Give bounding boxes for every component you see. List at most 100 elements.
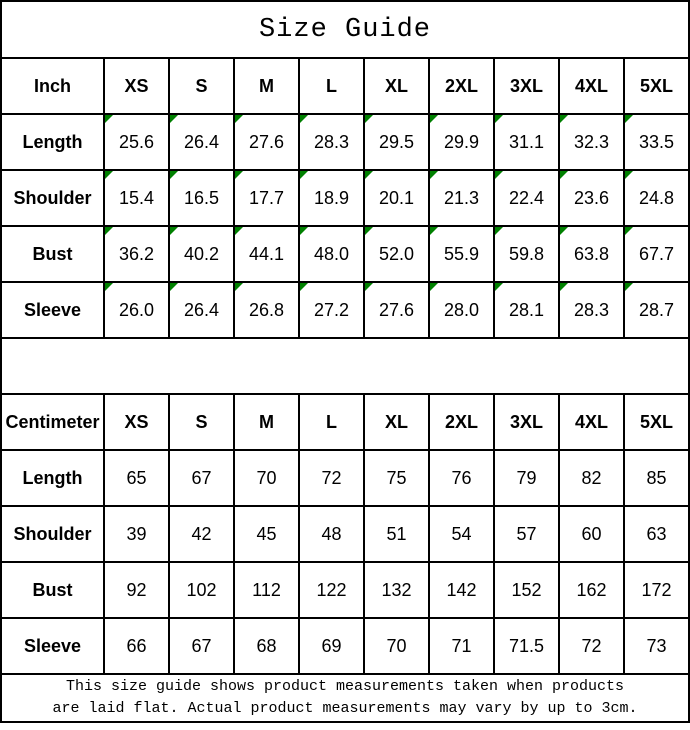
measurement-row: Sleeve 66 67 68 69 70 71 71.5 72 73 <box>2 617 688 673</box>
measurement-value-text: 60 <box>581 523 602 544</box>
measurement-value-text: 48 <box>321 523 342 544</box>
measurement-value-text: 54 <box>451 523 472 544</box>
measurement-value-text: 21.3 <box>443 187 480 208</box>
measurement-value-text: 102 <box>186 579 217 600</box>
green-corner-flag-icon <box>495 171 503 179</box>
size-header-text: 3XL <box>509 75 543 96</box>
measurement-value-text: 18.9 <box>313 187 350 208</box>
measurement-value: 66 <box>103 619 168 673</box>
measurement-value-text: 57 <box>516 523 537 544</box>
green-corner-flag-icon <box>495 283 503 291</box>
measurement-row: Shoulder 39 42 45 48 51 54 57 60 63 <box>2 505 688 561</box>
size-header: 3XL <box>493 59 558 113</box>
measurement-row: Bust 36.2 40.2 44.1 48.0 52.0 55.9 59.8 63.8 67.7 <box>2 225 688 281</box>
green-corner-flag-icon <box>560 227 568 235</box>
size-header-text: XS <box>124 411 149 432</box>
green-corner-flag-icon <box>495 115 503 123</box>
inch-table: Inch XS S M L XL 2XL 3XL 4XL 5XL Length 25.6 26.4 27.… <box>2 57 688 337</box>
measurement-value-text: 24.8 <box>638 187 675 208</box>
green-corner-flag-icon <box>625 115 633 123</box>
size-header-row: Inch XS S M L XL 2XL 3XL 4XL 5XL <box>2 57 688 113</box>
measurement-value-text: 152 <box>511 579 542 600</box>
row-label: Bust <box>2 563 103 617</box>
measurement-value-text: 26.4 <box>183 131 220 152</box>
measurement-value: 152 <box>493 563 558 617</box>
measurement-value-text: 16.5 <box>183 187 220 208</box>
row-label: Bust <box>2 227 103 281</box>
row-label: Sleeve <box>2 283 103 337</box>
measurement-value: 73 <box>623 619 688 673</box>
measurement-row: Bust 92 102 112 122 132 142 152 162 172 <box>2 561 688 617</box>
size-header-text: XL <box>384 75 408 96</box>
measurement-value: 85 <box>623 451 688 505</box>
size-header-text: L <box>326 411 337 432</box>
size-header: XS <box>103 395 168 449</box>
measurement-value-text: 23.6 <box>573 187 610 208</box>
measurement-value: 60 <box>558 507 623 561</box>
measurement-value: 162 <box>558 563 623 617</box>
measurement-value: 29.5 <box>363 115 428 169</box>
measurement-value-text: 22.4 <box>508 187 545 208</box>
green-corner-flag-icon <box>105 227 113 235</box>
size-header-text: L <box>326 75 337 96</box>
measurement-value: 42 <box>168 507 233 561</box>
measurement-value: 52.0 <box>363 227 428 281</box>
size-header-text: 5XL <box>639 75 673 96</box>
size-header: L <box>298 395 363 449</box>
measurement-value-text: 72 <box>581 635 602 656</box>
measurement-value-text: 71.5 <box>508 635 545 656</box>
measurement-value: 33.5 <box>623 115 688 169</box>
measurement-value: 63 <box>623 507 688 561</box>
green-corner-flag-icon <box>560 171 568 179</box>
measurement-value-text: 67.7 <box>638 243 675 264</box>
row-label-text: Length <box>22 131 83 152</box>
measurement-value-text: 17.7 <box>248 187 285 208</box>
green-corner-flag-icon <box>625 171 633 179</box>
green-corner-flag-icon <box>560 283 568 291</box>
measurement-value: 45 <box>233 507 298 561</box>
green-corner-flag-icon <box>105 283 113 291</box>
measurement-value: 18.9 <box>298 171 363 225</box>
row-label: Length <box>2 115 103 169</box>
size-header: XS <box>103 59 168 113</box>
row-label: Shoulder <box>2 171 103 225</box>
green-corner-flag-icon <box>430 171 438 179</box>
row-label-text: Shoulder <box>13 187 92 208</box>
measurement-value: 17.7 <box>233 171 298 225</box>
measurement-value-text: 25.6 <box>118 131 155 152</box>
measurement-value-text: 112 <box>252 579 281 600</box>
measurement-value: 44.1 <box>233 227 298 281</box>
size-header: L <box>298 59 363 113</box>
measurement-value-text: 162 <box>576 579 607 600</box>
measurement-value-text: 33.5 <box>638 131 675 152</box>
measurement-value-text: 28.7 <box>638 299 675 320</box>
unit-header: Inch <box>2 59 103 113</box>
measurement-value-text: 75 <box>386 467 407 488</box>
green-corner-flag-icon <box>300 227 308 235</box>
measurement-value: 71.5 <box>493 619 558 673</box>
row-label-text: Sleeve <box>23 299 82 320</box>
measurement-value: 76 <box>428 451 493 505</box>
size-header-text: M <box>259 411 274 432</box>
size-header-text: S <box>195 75 208 96</box>
measurement-value: 82 <box>558 451 623 505</box>
measurement-value: 75 <box>363 451 428 505</box>
measurement-value: 21.3 <box>428 171 493 225</box>
measurement-row: Sleeve 26.0 26.4 26.8 27.2 27.6 28.0 28.1 28.3 28… <box>2 281 688 337</box>
measurement-value-text: 72 <box>321 467 342 488</box>
size-header: 2XL <box>428 59 493 113</box>
measurement-value-text: 29.5 <box>378 131 415 152</box>
measurement-value-text: 28.3 <box>573 299 610 320</box>
row-label: Length <box>2 451 103 505</box>
size-header: S <box>168 59 233 113</box>
measurement-value: 72 <box>558 619 623 673</box>
measurement-value-text: 42 <box>191 523 212 544</box>
measurement-value: 70 <box>233 451 298 505</box>
measurement-value: 54 <box>428 507 493 561</box>
size-header: 4XL <box>558 59 623 113</box>
measurement-value: 67 <box>168 451 233 505</box>
green-corner-flag-icon <box>625 283 633 291</box>
size-header-text: 4XL <box>574 411 608 432</box>
green-corner-flag-icon <box>365 227 373 235</box>
